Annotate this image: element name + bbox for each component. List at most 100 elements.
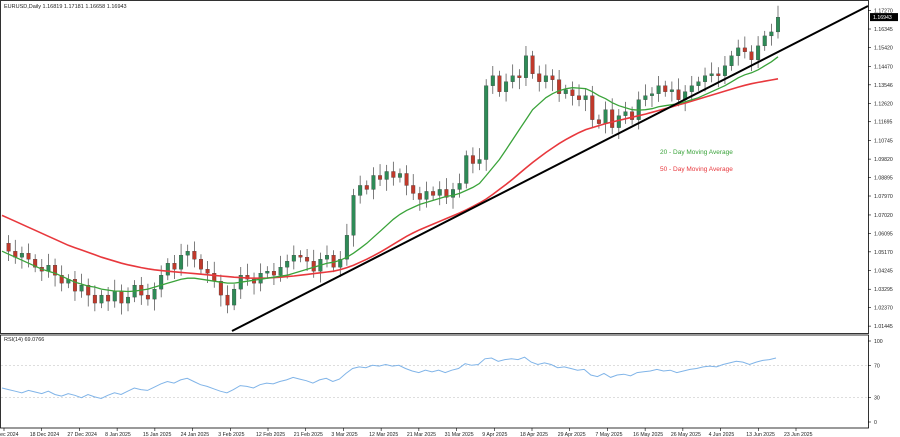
last-price-box bbox=[870, 13, 898, 22]
y-tick-label: 1.16345 bbox=[874, 27, 893, 33]
x-tick-label: 3 Feb 2025 bbox=[218, 432, 244, 437]
candle-body bbox=[298, 255, 303, 258]
y-tick-label: 1.11695 bbox=[874, 120, 892, 126]
ma20-line bbox=[1, 56, 779, 293]
candle-body bbox=[457, 183, 462, 190]
x-tick-label: 12 Feb 2025 bbox=[256, 432, 285, 437]
x-tick-label: 16 May 2025 bbox=[633, 432, 663, 437]
candle-body bbox=[530, 55, 535, 74]
candle-body bbox=[570, 89, 575, 96]
candle-body bbox=[6, 243, 11, 252]
candle-body bbox=[271, 271, 276, 276]
candle-body bbox=[517, 75, 522, 78]
candle-body bbox=[583, 95, 588, 100]
legend-ma20: 20 - Day Moving Average bbox=[660, 149, 733, 156]
candle-body bbox=[384, 171, 389, 180]
candle-body bbox=[112, 290, 117, 302]
candle-body bbox=[769, 31, 774, 37]
candle-body bbox=[630, 111, 635, 120]
y-tick-label: 1.05170 bbox=[874, 250, 893, 256]
last-price-label: 1.16943 bbox=[873, 15, 892, 21]
y-tick-label: 1.03295 bbox=[874, 287, 893, 293]
candle-body bbox=[762, 35, 767, 47]
legend-ma50: 50 - Day Moving Average bbox=[660, 166, 733, 173]
candle-body bbox=[596, 119, 601, 124]
rsi-tick-label: 100 bbox=[874, 339, 883, 345]
candle-body bbox=[285, 261, 290, 268]
x-tick-label: 29 Apr 2025 bbox=[558, 432, 586, 437]
candle-body bbox=[351, 195, 356, 236]
x-tick-label: 24 Jan 2025 bbox=[181, 432, 210, 437]
y-tick-label: 1.02370 bbox=[874, 306, 893, 312]
candle-body bbox=[756, 45, 761, 60]
candle-body bbox=[172, 263, 177, 270]
candle-body bbox=[703, 75, 708, 82]
candle-body bbox=[603, 109, 608, 124]
candle-body bbox=[33, 259, 38, 268]
candle-body bbox=[86, 284, 91, 296]
candle-body bbox=[165, 263, 170, 276]
price-panel bbox=[1, 5, 869, 332]
candle-body bbox=[577, 95, 581, 100]
candle-body bbox=[643, 95, 648, 100]
x-tick-label: 18 Dec 2024 bbox=[30, 432, 60, 437]
candle-body bbox=[736, 47, 741, 56]
y-tick-label: 1.15420 bbox=[874, 45, 893, 51]
candle-body bbox=[232, 288, 237, 306]
candle-body bbox=[265, 271, 270, 274]
candle-body bbox=[192, 251, 197, 260]
candle-body bbox=[305, 257, 310, 262]
candle-body bbox=[470, 155, 475, 164]
candle-body bbox=[225, 294, 230, 306]
candle-body bbox=[444, 189, 449, 198]
candle-body bbox=[152, 288, 157, 300]
candle-body bbox=[79, 284, 84, 292]
candle-body bbox=[543, 75, 548, 82]
candle-body bbox=[550, 75, 555, 80]
candle-body bbox=[159, 275, 164, 290]
candle-body bbox=[689, 85, 694, 92]
rsi-title: RSI(14) 69.0766 bbox=[4, 337, 44, 343]
candle-body bbox=[99, 294, 104, 304]
candle-body bbox=[417, 193, 422, 200]
candle-body bbox=[749, 51, 754, 60]
x-tick-label: 18 Apr 2025 bbox=[520, 432, 548, 437]
candle-body bbox=[663, 85, 668, 92]
x-tick-label: 4 Jun 2025 bbox=[709, 432, 735, 437]
candle-body bbox=[716, 73, 721, 76]
x-tick-label: 31 Mar 2025 bbox=[445, 432, 474, 437]
y-tick-label: 1.13546 bbox=[874, 83, 893, 89]
candle-body bbox=[291, 255, 296, 262]
y-tick-label: 1.08895 bbox=[874, 176, 893, 182]
y-tick-label: 1.06095 bbox=[874, 231, 893, 237]
candle-body bbox=[431, 191, 436, 196]
candle-body bbox=[616, 115, 621, 128]
candle-body bbox=[523, 55, 528, 78]
y-tick-label: 1.04245 bbox=[874, 268, 893, 274]
candle-body bbox=[397, 173, 402, 178]
y-tick-label: 1.12620 bbox=[874, 101, 893, 107]
y-tick-label: 1.01445 bbox=[874, 324, 893, 330]
candle-body bbox=[199, 259, 203, 270]
price-panel-frame bbox=[0, 0, 869, 334]
candle-body bbox=[338, 259, 343, 268]
candle-body bbox=[19, 253, 24, 258]
candle-body bbox=[437, 189, 442, 196]
candle-body bbox=[252, 279, 257, 284]
candle-body bbox=[364, 185, 369, 190]
candle-body bbox=[696, 81, 701, 86]
candle-body bbox=[742, 47, 747, 52]
rsi-panel bbox=[1, 356, 868, 400]
candle-body bbox=[464, 155, 469, 184]
candle-body bbox=[59, 275, 64, 284]
ma50-line bbox=[1, 78, 779, 279]
candle-body bbox=[325, 255, 329, 260]
candle-body bbox=[729, 55, 734, 66]
candle-body bbox=[106, 294, 111, 302]
candle-body bbox=[623, 111, 628, 116]
candle-body bbox=[424, 191, 429, 200]
x-tick-label: 3 Mar 2025 bbox=[331, 432, 357, 437]
candle-body bbox=[504, 81, 509, 92]
candle-body bbox=[669, 89, 674, 92]
